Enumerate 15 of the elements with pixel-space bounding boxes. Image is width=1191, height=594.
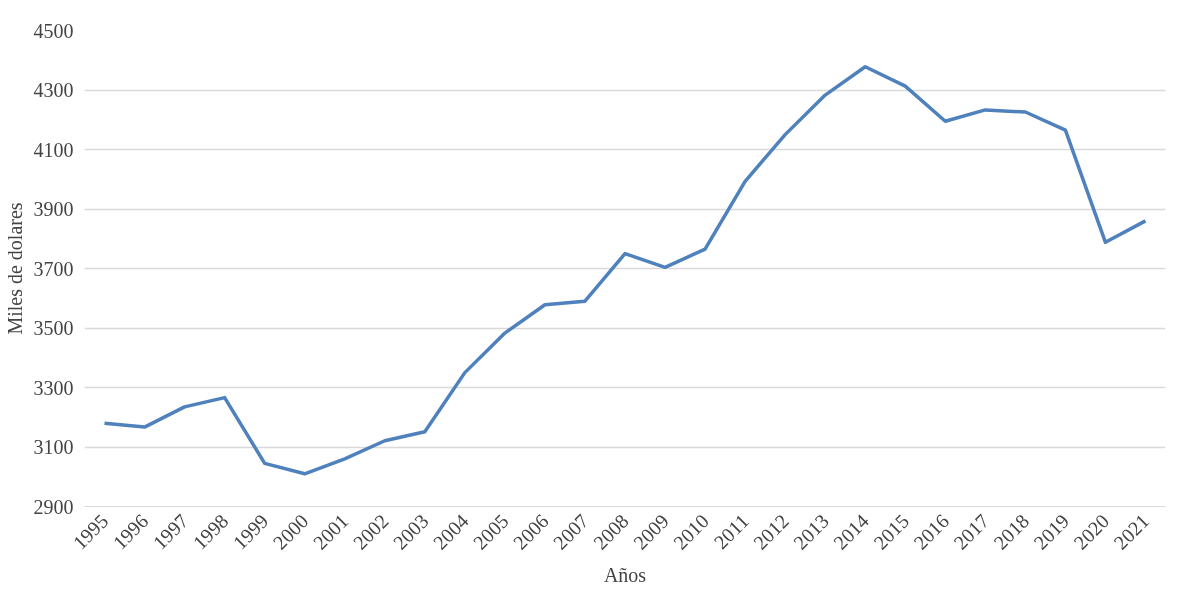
y-tick-label: 3700 — [33, 257, 74, 280]
x-axis-title: Años — [603, 563, 647, 586]
y-tick-label: 3500 — [33, 317, 74, 339]
y-tick-label: 4100 — [33, 138, 74, 161]
y-tick-label: 2900 — [33, 495, 74, 518]
y-tick-label: 3100 — [33, 436, 74, 458]
x-tick-label: 2021 — [1109, 509, 1154, 554]
x-tick-label: 2011 — [709, 509, 753, 554]
y-axis-title: Miles de dolares — [3, 202, 26, 335]
line-series — [102, 65, 1148, 476]
y-tick-label: 4500 — [33, 19, 74, 42]
x-tick-label: 2001 — [308, 509, 353, 554]
y-tick-label: 4300 — [33, 79, 74, 101]
y-tick-label: 3300 — [33, 376, 74, 399]
y-tick-label: 3900 — [33, 198, 74, 220]
